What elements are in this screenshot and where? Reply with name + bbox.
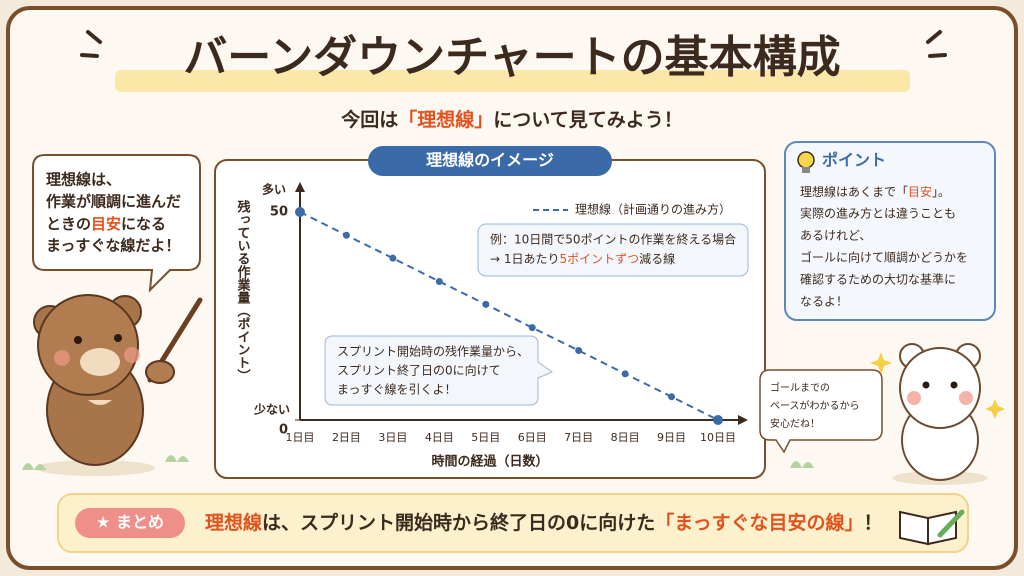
text-segment: 「理想線」 xyxy=(398,108,493,131)
x-axis-label: 時間の経過（日数） xyxy=(431,454,548,470)
speech-bubble xyxy=(759,369,883,454)
x-tick-label: 4日目 xyxy=(425,431,454,444)
summary-badge: ★ まとめ xyxy=(96,513,164,532)
text-line: 理想線は、スプリント開始時から終了日の0に向けた「まっすぐな目安の線」！ xyxy=(205,511,883,534)
point-box xyxy=(784,141,996,321)
white-bear-illustration xyxy=(790,343,1005,485)
text-segment: → 1日あたり xyxy=(490,252,560,266)
x-tick-label: 1日目 xyxy=(286,431,315,444)
y-axis-arrow xyxy=(295,182,305,192)
y-tick-label: 50 xyxy=(270,205,288,220)
text-segment: 減る線 xyxy=(639,251,675,266)
text-line: まっすぐな線だよ！ xyxy=(46,237,180,255)
text-segment: 今回は xyxy=(340,108,398,131)
data-point xyxy=(528,324,536,332)
title-sparks xyxy=(80,30,947,58)
text-line: 理想線はあくまで「目安」。 xyxy=(800,184,950,199)
x-tick-label: 9日目 xyxy=(657,431,686,444)
text-segment: 理想線 xyxy=(205,511,262,534)
summary-pill xyxy=(75,508,185,538)
bear-illustration xyxy=(22,294,203,476)
text-line: 実際の進み方とは違うことも xyxy=(800,206,956,221)
text-segment: 「まっすぐな目安の線」 xyxy=(655,511,863,534)
text-line: 例：10日間で50ポイントの作業を終える場合 xyxy=(490,232,736,247)
text-segment: について見てみよう！ xyxy=(493,109,682,131)
data-point xyxy=(435,277,443,285)
data-point xyxy=(668,393,676,401)
text-line: ときの目安になる xyxy=(46,215,166,233)
bulb-icon xyxy=(797,151,815,173)
text-segment: になる xyxy=(121,215,166,233)
text-segment: 5ポイントずつ xyxy=(560,252,640,266)
title: バーンダウンチャートの基本構成 xyxy=(183,32,840,83)
speech-bubble xyxy=(32,154,201,293)
book-icon xyxy=(899,509,965,546)
text-line: ゴールに向けて順調かどうかを xyxy=(800,250,968,265)
note-box xyxy=(324,335,554,406)
data-point xyxy=(713,415,723,425)
y-low-label: 少ない xyxy=(253,402,290,417)
point-title: ポイント xyxy=(822,151,886,170)
text-segment: は、スプリント開始時から終了日の0に向けた xyxy=(262,511,655,534)
ideal-line xyxy=(299,211,719,421)
text-line: 安心だね！ xyxy=(770,417,820,430)
text-line: ゴールまでの xyxy=(770,381,830,394)
text-line: スプリント終了日の0に向けて xyxy=(337,363,501,378)
data-point xyxy=(482,300,490,308)
text-segment: 目安 xyxy=(908,184,932,199)
text-segment: 理想線はあくまで「 xyxy=(800,184,908,199)
title-highlight xyxy=(115,70,910,92)
text-line: まっすぐ線を引くよ！ xyxy=(337,382,457,397)
x-tick-label: 5日目 xyxy=(471,431,500,444)
panel-pill xyxy=(368,146,612,176)
data-point xyxy=(575,347,583,355)
text-line: 確認するための大切な基準に xyxy=(800,272,956,287)
text-line: あるけれど、 xyxy=(800,229,871,243)
y-high-label: 多い xyxy=(262,182,286,197)
text-line: → 1日あたり5ポイントずつ減る線 xyxy=(490,251,675,266)
text-line: ペースがわかるから xyxy=(770,399,860,412)
text-segment: 目安 xyxy=(91,215,121,233)
text-line: なるよ！ xyxy=(800,295,848,309)
data-point xyxy=(295,207,305,217)
data-point xyxy=(389,254,397,262)
x-tick-label: 10日目 xyxy=(700,431,736,444)
legend-label: 理想線（計画通りの進み方） xyxy=(575,202,731,217)
text-line: 理想線は、 xyxy=(46,171,121,189)
x-tick-label: 3日目 xyxy=(378,431,407,444)
x-axis-arrow xyxy=(738,415,748,425)
text-line: スプリント開始時の残作業量から、 xyxy=(337,345,529,359)
text-segment: ときの xyxy=(46,215,91,233)
x-tick-label: 2日目 xyxy=(332,431,361,444)
panel-title: 理想線のイメージ xyxy=(426,151,554,170)
x-tick-label: 6日目 xyxy=(518,431,547,444)
text-line: 作業が順調に進んだ xyxy=(46,193,181,211)
y-tick-label: 0 xyxy=(279,423,288,438)
note-box xyxy=(477,223,749,277)
summary-box xyxy=(57,493,969,553)
data-point xyxy=(342,231,350,239)
text-line: 今回は「理想線」について見てみよう！ xyxy=(340,108,682,131)
y-axis-label: 残っている作業量（ポイント） xyxy=(235,199,252,382)
x-tick-label: 8日目 xyxy=(611,431,640,444)
text-segment: 」。 xyxy=(932,185,950,199)
text-segment: ！ xyxy=(864,512,883,534)
x-tick-label: 7日目 xyxy=(564,431,593,444)
data-point xyxy=(621,370,629,378)
